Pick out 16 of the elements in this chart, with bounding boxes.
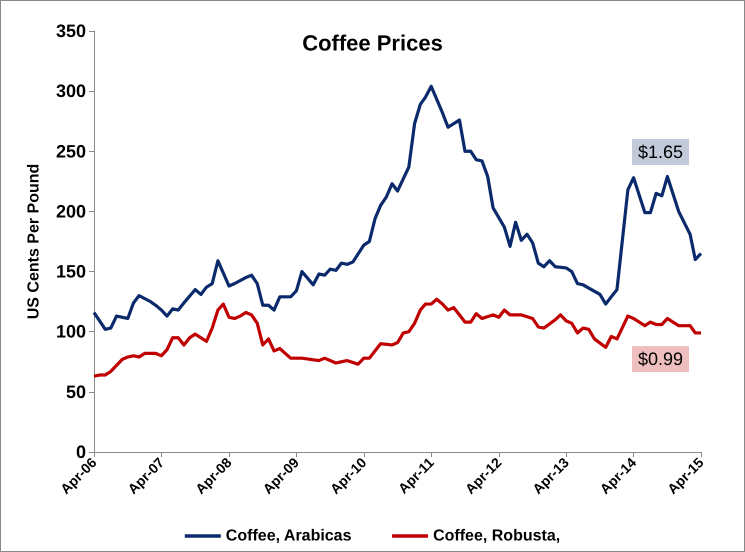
legend-label: Coffee, Arabicas — [226, 528, 352, 544]
line-series — [92, 298, 703, 378]
chart-title: Coffee Prices — [302, 30, 443, 56]
y-tick-label: 0 — [76, 442, 86, 462]
y-tick-label: 150 — [56, 262, 86, 282]
legend-label: Coffee, Robusta, — [433, 528, 560, 544]
line-series — [92, 84, 703, 331]
annotation: $1.65 — [638, 142, 683, 162]
y-tick-label: 200 — [56, 201, 86, 222]
y-tick-label: 100 — [56, 322, 86, 342]
y-tick-label: 300 — [56, 81, 86, 102]
annotation: $0.99 — [638, 349, 683, 369]
y-tick-label: 250 — [56, 141, 86, 162]
y-tick-label: 350 — [56, 21, 86, 41]
y-axis-title: US Cents Per Pound — [26, 164, 42, 320]
y-tick-label: 50 — [66, 382, 86, 402]
